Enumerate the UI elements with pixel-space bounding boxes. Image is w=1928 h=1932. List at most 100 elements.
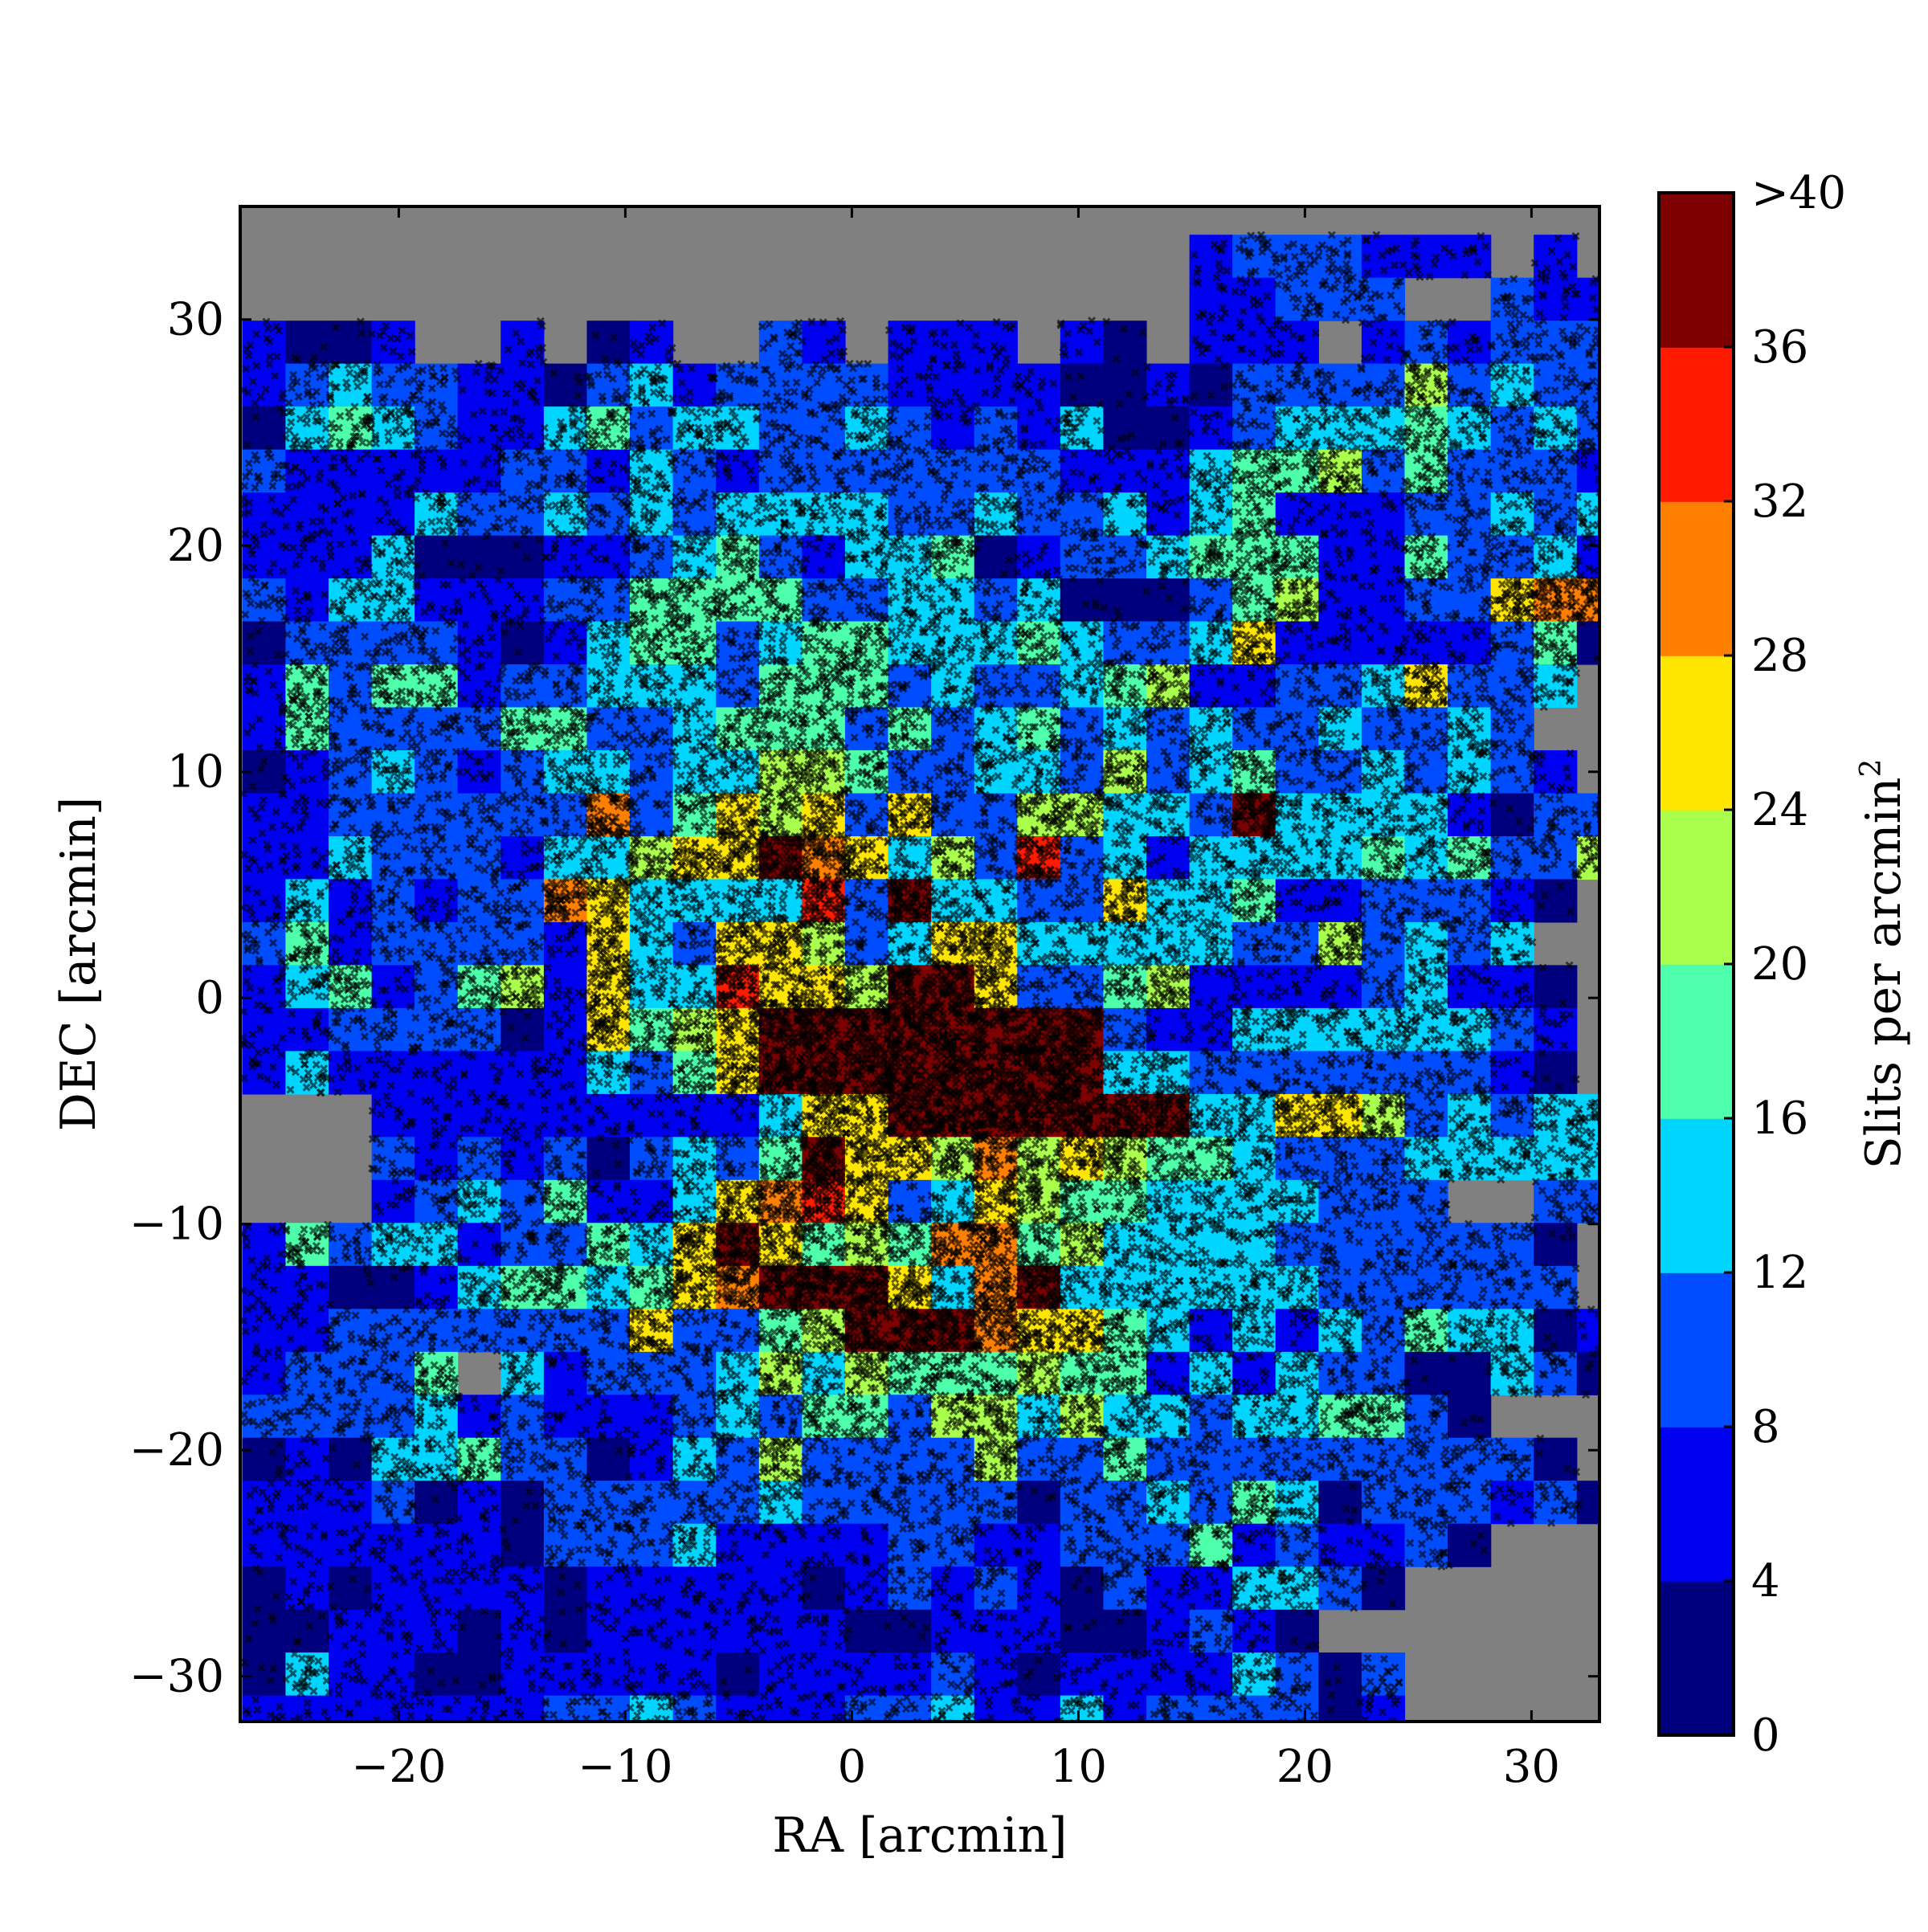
heatmap-cell xyxy=(1749,578,1792,622)
slit-marker xyxy=(1613,502,1620,509)
heatmap-cell xyxy=(243,1481,286,1524)
slit-marker xyxy=(1603,414,1610,420)
slit-marker xyxy=(1629,349,1636,355)
slit-marker xyxy=(1616,521,1623,527)
slit-marker xyxy=(1636,345,1642,352)
slit-marker xyxy=(1645,519,1652,525)
heatmap-cell xyxy=(1534,965,1577,1008)
heatmap-cell xyxy=(1534,1223,1577,1266)
heatmap-cell xyxy=(1103,1610,1146,1653)
slit-marker xyxy=(1623,513,1629,520)
heatmap-cell xyxy=(587,321,631,364)
slit-marker xyxy=(1632,513,1638,520)
slit-marker xyxy=(1627,364,1633,370)
heatmap-cell xyxy=(1318,1652,1362,1696)
slit-marker xyxy=(1614,330,1620,337)
heatmap-cell xyxy=(1620,450,1663,493)
heatmap-cell xyxy=(415,1652,458,1696)
heatmap-cell xyxy=(285,1782,329,1825)
slit-marker xyxy=(1636,293,1642,300)
slit-marker xyxy=(1611,521,1618,527)
heatmap-cell xyxy=(1318,1696,1362,1739)
heatmap-cell xyxy=(458,1566,501,1610)
slit-marker xyxy=(1603,321,1609,328)
slit-marker xyxy=(1630,308,1636,315)
heatmap-cell xyxy=(285,1352,329,1395)
slit-marker xyxy=(1620,361,1626,367)
heatmap-cell xyxy=(1620,492,1663,536)
slit-marker xyxy=(1607,472,1614,479)
slit-marker xyxy=(1607,333,1614,340)
slit-marker xyxy=(1618,488,1624,495)
heatmap-cell xyxy=(888,1610,932,1653)
slit-marker xyxy=(1631,509,1637,515)
heatmap-cell xyxy=(1060,1566,1104,1610)
heatmap-cell xyxy=(1103,578,1146,622)
heatmap-cell xyxy=(458,1610,501,1653)
slit-marker xyxy=(1624,355,1630,361)
slit-marker xyxy=(1632,529,1639,535)
heatmap-cell xyxy=(1620,1137,1663,1180)
slit-marker xyxy=(1630,502,1636,509)
heatmap-cell xyxy=(1232,1738,1276,1782)
heatmap-cell xyxy=(329,1438,372,1481)
slit-marker xyxy=(1628,492,1634,499)
slit-marker xyxy=(1616,506,1622,513)
heatmap-cell xyxy=(716,1652,759,1696)
heatmap-cell xyxy=(372,492,415,536)
slit-marker xyxy=(1651,455,1657,461)
slit-marker xyxy=(1615,296,1621,303)
heatmap-cell xyxy=(500,1008,544,1052)
slit-marker xyxy=(1640,503,1646,509)
slit-marker xyxy=(1611,466,1617,472)
heatmap-cell xyxy=(458,1137,501,1180)
heatmap-cell xyxy=(1318,965,1362,1008)
slit-marker xyxy=(1620,308,1626,314)
slit-marker xyxy=(1615,422,1621,428)
heatmap-cell xyxy=(1491,879,1534,922)
heatmap-cell xyxy=(1103,364,1146,407)
slit-marker xyxy=(1616,521,1623,528)
slit-marker xyxy=(1633,486,1640,492)
heatmap-cell xyxy=(1362,492,1405,536)
slit-marker xyxy=(1632,289,1639,296)
slit-marker xyxy=(1643,337,1649,344)
heatmap-cell xyxy=(544,922,587,966)
heatmap-cell xyxy=(1060,364,1104,407)
slit-marker xyxy=(1600,398,1607,405)
heatmap-cell xyxy=(544,1566,587,1610)
heatmap-cell xyxy=(500,1738,544,1782)
heatmap-cell xyxy=(587,1438,631,1481)
heatmap-cell xyxy=(243,1610,286,1653)
slit-marker xyxy=(1649,493,1656,500)
heatmap-cell xyxy=(1620,622,1663,665)
slit-marker xyxy=(1641,356,1648,362)
heatmap-cell xyxy=(1749,536,1792,579)
slit-marker xyxy=(1614,405,1620,411)
slit-marker xyxy=(1603,513,1610,520)
slit-marker xyxy=(1607,411,1613,418)
heatmap-cell xyxy=(1232,1524,1276,1567)
slit-marker xyxy=(1647,480,1653,487)
slit-marker xyxy=(1606,279,1612,285)
slit-marker xyxy=(1637,335,1644,341)
slit-marker xyxy=(1632,330,1639,337)
heatmap-cell xyxy=(243,1782,286,1825)
heatmap-cell xyxy=(1620,836,1663,880)
heatmap-cell xyxy=(285,321,329,364)
slit-marker xyxy=(1623,451,1629,457)
heatmap-cell xyxy=(759,1738,803,1782)
slit-marker xyxy=(1636,486,1643,492)
heatmap-cell xyxy=(1620,794,1663,837)
slit-marker xyxy=(1620,475,1627,481)
slit-marker xyxy=(1616,517,1623,523)
heatmap-cell xyxy=(243,622,286,665)
heatmap-cell xyxy=(243,1738,286,1782)
heatmap-cell xyxy=(1190,1738,1233,1782)
heatmap-cell xyxy=(1620,321,1663,364)
slit-marker xyxy=(1634,337,1640,343)
heatmap-cell xyxy=(1448,321,1491,364)
heatmap-cell xyxy=(285,1738,329,1782)
